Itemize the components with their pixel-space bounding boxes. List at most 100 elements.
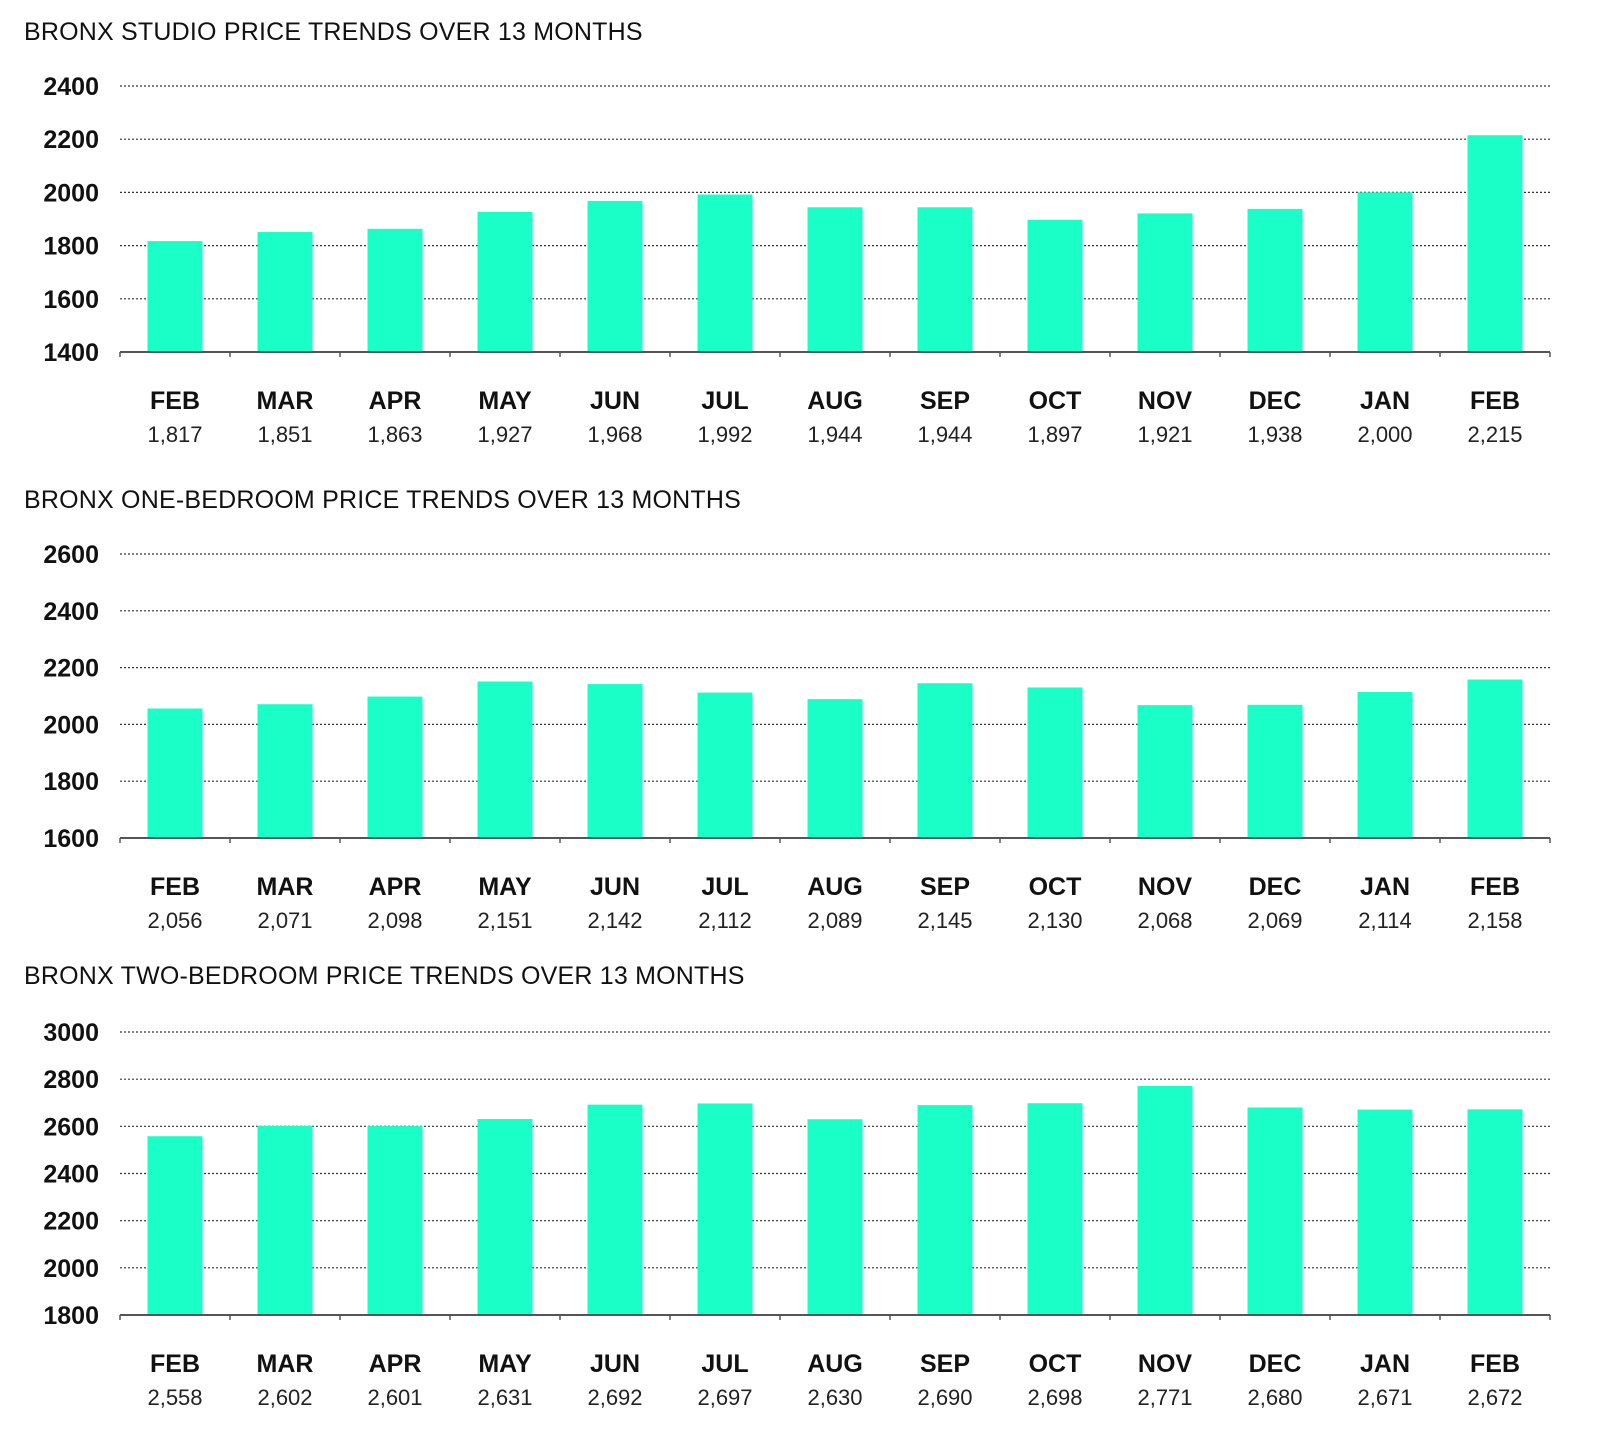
two-bedroom-ytick-label: 2000	[43, 1255, 99, 1283]
studio-value-label: 2,215	[1467, 422, 1522, 447]
two-bedroom-month-label: NOV	[1138, 1350, 1193, 1378]
studio-month-label: JUN	[590, 387, 640, 415]
studio-ytick-label: 2400	[43, 73, 99, 101]
one-bedroom-month-label: FEB	[150, 873, 200, 901]
one-bedroom-ytick-label: 1600	[43, 825, 99, 853]
two-bedroom-ytick-label: 2200	[43, 1208, 99, 1236]
one-bedroom-value-label: 2,114	[1358, 908, 1411, 933]
one-bedroom-month-label: DEC	[1249, 873, 1302, 901]
two-bedroom-value-label: 2,631	[477, 1385, 532, 1410]
studio-bar	[587, 200, 643, 352]
two-bedroom-value-label: 2,602	[257, 1385, 312, 1410]
two-bedroom-bar	[1027, 1103, 1083, 1315]
two-bedroom-bar	[367, 1126, 423, 1315]
one-bedroom-ytick-label: 2000	[43, 711, 99, 739]
two-bedroom-bar	[1247, 1107, 1303, 1315]
two-bedroom-ytick-label: 3000	[43, 1019, 99, 1047]
two-bedroom-month-label: MAY	[478, 1350, 532, 1378]
two-bedroom-value-label: 2,630	[807, 1385, 862, 1410]
two-bedroom-bar-chart: 1800 2000 2200 2400 2600 2800 3000 FEB 2,558 MAR 2…	[43, 1019, 1551, 1410]
studio-chart-panel: BRONX STUDIO PRICE TRENDS OVER 13 MONTHS…	[0, 18, 1600, 458]
studio-month-label: AUG	[807, 387, 863, 415]
studio-month-label: NOV	[1138, 387, 1193, 415]
one-bedroom-month-label: AUG	[807, 873, 863, 901]
studio-ytick-label: 1800	[43, 233, 99, 261]
one-bedroom-bar	[477, 681, 533, 838]
two-bedroom-value-label: 2,697	[697, 1385, 752, 1410]
studio-bar	[807, 207, 863, 352]
one-bedroom-value-label: 2,098	[367, 908, 422, 933]
two-bedroom-month-label: JAN	[1360, 1350, 1410, 1378]
one-bedroom-chart-panel: BRONX ONE-BEDROOM PRICE TRENDS OVER 13 M…	[0, 486, 1600, 933]
studio-bar	[477, 211, 533, 352]
two-bedroom-value-label: 2,692	[587, 1385, 642, 1410]
two-bedroom-month-label: MAR	[257, 1350, 314, 1378]
studio-month-label: FEB	[1470, 387, 1520, 415]
two-bedroom-bar	[477, 1119, 533, 1315]
one-bedroom-value-label: 2,112	[698, 908, 751, 933]
studio-chart-title: BRONX STUDIO PRICE TRENDS OVER 13 MONTHS	[24, 18, 643, 46]
two-bedroom-value-label: 2,558	[147, 1385, 202, 1410]
one-bedroom-bar	[1467, 679, 1523, 838]
studio-bar	[1467, 135, 1523, 352]
two-bedroom-month-label: FEB	[150, 1350, 200, 1378]
studio-ytick-label: 2200	[43, 126, 99, 154]
studio-ytick-label: 1400	[43, 339, 99, 367]
one-bedroom-value-label: 2,151	[477, 908, 532, 933]
one-bedroom-bar-chart: 1600 1800 2000 2200 2400 2600 FEB 2,056 MAR 2,071…	[43, 541, 1551, 933]
studio-ytick-label: 1600	[43, 286, 99, 314]
one-bedroom-bar	[807, 699, 863, 838]
two-bedroom-value-label: 2,672	[1467, 1385, 1522, 1410]
one-bedroom-value-label: 2,158	[1467, 908, 1522, 933]
two-bedroom-month-label: AUG	[807, 1350, 863, 1378]
studio-value-label: 1,944	[917, 422, 972, 447]
one-bedroom-value-label: 2,056	[147, 908, 202, 933]
two-bedroom-bar	[147, 1136, 203, 1315]
studio-month-label: APR	[369, 387, 422, 415]
studio-value-label: 1,863	[367, 422, 422, 447]
one-bedroom-value-label: 2,069	[1247, 908, 1302, 933]
studio-bar	[1027, 219, 1083, 352]
one-bedroom-month-label: OCT	[1029, 873, 1082, 901]
one-bedroom-month-label: JAN	[1360, 873, 1410, 901]
two-bedroom-value-label: 2,671	[1357, 1385, 1412, 1410]
studio-month-label: MAY	[478, 387, 532, 415]
studio-bar	[367, 228, 423, 352]
studio-bar-chart: 1400 1600 1800 2000 2200 2400 FEB 1,817 MAR 1,851…	[43, 73, 1551, 447]
two-bedroom-bar	[257, 1125, 313, 1315]
studio-bar	[257, 232, 313, 352]
two-bedroom-value-label: 2,698	[1027, 1385, 1082, 1410]
one-bedroom-ytick-label: 2200	[43, 655, 99, 683]
two-bedroom-ytick-label: 1800	[43, 1302, 99, 1330]
studio-value-label: 1,851	[257, 422, 312, 447]
studio-bar	[1137, 213, 1193, 352]
studio-bar	[147, 241, 203, 352]
one-bedroom-ytick-label: 1800	[43, 768, 99, 796]
studio-month-label: OCT	[1029, 387, 1082, 415]
two-bedroom-value-label: 2,680	[1247, 1385, 1302, 1410]
one-bedroom-chart-title: BRONX ONE-BEDROOM PRICE TRENDS OVER 13 M…	[24, 486, 741, 514]
one-bedroom-month-label: NOV	[1138, 873, 1193, 901]
one-bedroom-value-label: 2,089	[807, 908, 862, 933]
one-bedroom-ytick-label: 2600	[43, 541, 99, 569]
one-bedroom-value-label: 2,068	[1137, 908, 1192, 933]
one-bedroom-bar	[1137, 705, 1193, 838]
studio-value-label: 1,944	[807, 422, 862, 447]
one-bedroom-month-label: JUN	[590, 873, 640, 901]
studio-bar	[697, 194, 753, 352]
two-bedroom-month-label: FEB	[1470, 1350, 1520, 1378]
studio-month-label: FEB	[150, 387, 200, 415]
studio-value-label: 2,000	[1357, 422, 1412, 447]
two-bedroom-bar	[807, 1119, 863, 1315]
one-bedroom-bar	[1357, 692, 1413, 838]
studio-value-label: 1,992	[697, 422, 752, 447]
one-bedroom-month-label: APR	[369, 873, 422, 901]
two-bedroom-bar	[1137, 1086, 1193, 1315]
studio-month-label: SEP	[920, 387, 970, 415]
studio-bar	[917, 207, 973, 352]
one-bedroom-value-label: 2,145	[917, 908, 972, 933]
two-bedroom-month-label: SEP	[920, 1350, 970, 1378]
two-bedroom-ytick-label: 2400	[43, 1161, 99, 1189]
studio-value-label: 1,897	[1027, 422, 1082, 447]
studio-month-label: JUL	[701, 387, 748, 415]
